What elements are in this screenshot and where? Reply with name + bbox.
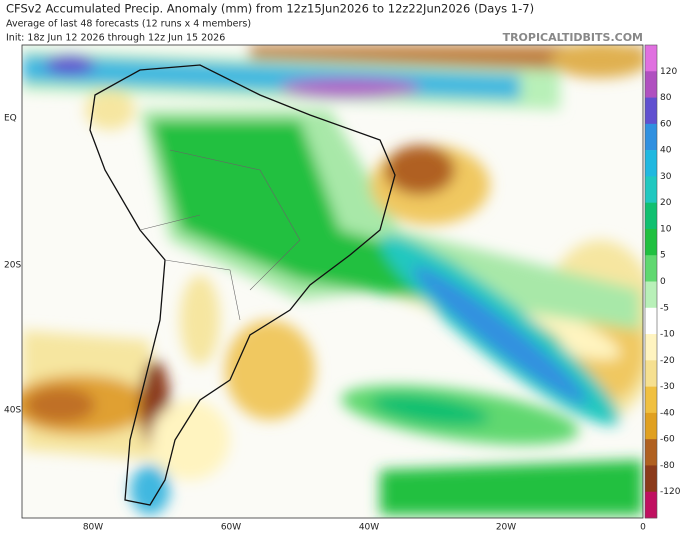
x-axis-label: 40W (359, 523, 379, 533)
y-axis-label: 40S (4, 406, 21, 416)
colorbar-label: 10 (660, 224, 672, 234)
colorbar-label: 60 (660, 119, 672, 129)
colorbar-label: -80 (660, 461, 675, 471)
map (22, 45, 643, 518)
colorbar-label: 30 (660, 172, 672, 182)
subtitle: Average of last 48 forecasts (12 runs x … (6, 19, 251, 30)
colorbar-label: -10 (660, 330, 675, 340)
colorbar-swatch (645, 491, 657, 519)
colorbar-swatch (645, 439, 657, 466)
colorbar-swatch (645, 386, 657, 414)
title: CFSv2 Accumulated Precip. Anomaly (mm) f… (6, 2, 534, 16)
colorbar-label: -40 (660, 408, 675, 418)
colorbar-label: 40 (660, 146, 672, 156)
colorbar-frame (644, 44, 658, 519)
colorbar-label: 0 (660, 277, 666, 287)
colorbar-swatch (645, 412, 657, 440)
colorbar-swatch (645, 202, 657, 230)
colorbar-swatch (645, 97, 657, 125)
y-axis-label: EQ (4, 114, 17, 124)
colorbar: 120 80 60 40 30 20 10 5 0 -5 -10 -20 -30 -40 -60 -80 -12… (644, 44, 680, 519)
colorbar-label: -120 (660, 487, 680, 497)
colorbar-swatch (645, 45, 657, 72)
colorbar-label: 120 (660, 67, 677, 77)
colorbar-label: -30 (660, 382, 675, 392)
x-axis-label: 20W (496, 523, 516, 533)
colorbar-swatch (645, 150, 657, 177)
map-frame (21, 44, 644, 519)
colorbar-swatch (645, 281, 657, 309)
colorbar-label: -60 (660, 435, 675, 445)
coastline (89, 64, 396, 506)
colorbar-swatch (645, 123, 657, 151)
colorbar-label: -5 (660, 303, 669, 313)
init-line: Init: 18z Jun 12 2026 through 12z Jun 15… (6, 33, 225, 44)
colorbar-swatch (645, 255, 657, 282)
colorbar-label: -20 (660, 356, 675, 366)
borders (139, 149, 301, 321)
colorbar-swatch (645, 228, 657, 256)
y-axis-label: 20S (4, 261, 21, 271)
colorbar-label: 20 (660, 198, 672, 208)
x-axis-label: 60W (221, 523, 241, 533)
axis-labels: 80W 60W 40W 20W 0 EQ 20S 40S (4, 114, 646, 533)
x-axis-label: 80W (83, 523, 103, 533)
watermark: TROPICALTIDBITS.COM (503, 31, 643, 44)
x-axis-label: 0 (640, 523, 646, 533)
colorbar-swatch (645, 334, 657, 361)
colorbar-swatch (645, 176, 657, 203)
colorbar-swatch (645, 307, 657, 335)
colorbar-swatch (645, 360, 657, 387)
colorbar-label: 80 (660, 93, 672, 103)
colorbar-label: 5 (660, 251, 666, 261)
colorbar-swatch (645, 465, 657, 493)
colorbar-swatch (645, 71, 657, 98)
